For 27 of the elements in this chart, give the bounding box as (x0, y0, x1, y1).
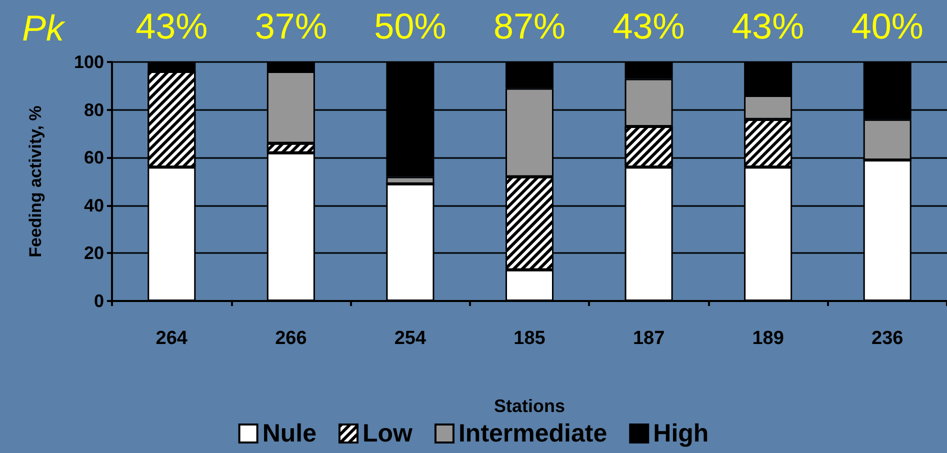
x-tick-label: 187 (632, 328, 665, 349)
text: 43% (136, 6, 208, 46)
text: 40% (851, 6, 924, 46)
legend-label: Low (362, 420, 414, 448)
x-tick-label: 189 (752, 328, 784, 349)
x-tick-label: 254 (394, 328, 426, 349)
x-tick-label: 236 (872, 328, 904, 349)
legend-label: Intermediate (458, 420, 608, 448)
x-tick-label: 266 (275, 328, 307, 349)
x-axis-title: Stations (494, 396, 566, 416)
y-tick-label: 20 (84, 243, 104, 264)
text: Pk (22, 8, 66, 48)
y-tick-label: 100 (74, 52, 104, 72)
legend-label: Nule (262, 420, 317, 448)
y-tick-label: 0 (94, 291, 104, 311)
text: 37% (254, 6, 327, 46)
text: 87% (493, 6, 566, 46)
y-tick-label: 40 (84, 195, 104, 216)
text: 43% (612, 6, 685, 46)
text: 43% (732, 6, 804, 46)
text: 50% (374, 6, 446, 46)
y-axis-title: Feeding activity, % (26, 106, 45, 258)
x-tick-label: 264 (156, 328, 188, 349)
y-tick-label: 60 (84, 148, 104, 168)
x-tick-label: 185 (514, 328, 546, 349)
y-tick-label: 80 (84, 100, 104, 120)
legend-label: High (653, 420, 709, 448)
